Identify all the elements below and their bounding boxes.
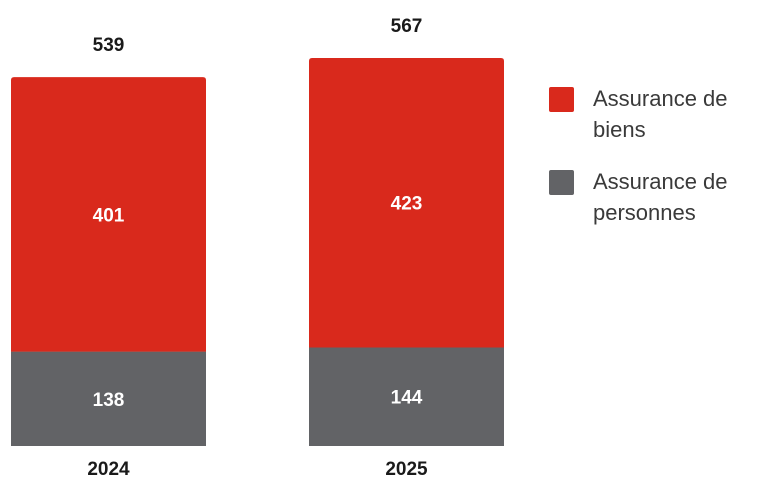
bar-2025-assurance-de-personnes-value-label: 144 bbox=[391, 388, 423, 409]
bar-2024-assurance-de-biens bbox=[11, 77, 206, 352]
legend-label: Assurance de personnes bbox=[593, 169, 728, 225]
legend: Assurance de biens Assurance de personnes bbox=[549, 86, 754, 252]
x-tick-label-2024: 2024 bbox=[87, 459, 130, 479]
bar-2024-assurance-de-biens-value-label: 401 bbox=[93, 205, 125, 226]
legend-item-assurance-de-biens: Assurance de biens bbox=[549, 86, 754, 145]
legend-swatch bbox=[549, 87, 574, 112]
bar-2024-assurance-de-personnes bbox=[11, 351, 206, 446]
legend-swatch bbox=[549, 170, 574, 195]
x-tick-label-2025: 2025 bbox=[385, 459, 428, 479]
bar-2024-total-label: 539 bbox=[93, 35, 125, 56]
legend-item-assurance-de-personnes: Assurance de personnes bbox=[549, 169, 754, 228]
bar-2025-assurance-de-personnes bbox=[309, 347, 504, 446]
bar-2025-assurance-de-biens-value-label: 423 bbox=[391, 194, 423, 215]
legend-label: Assurance de biens bbox=[593, 86, 728, 142]
bar-2025-assurance-de-biens bbox=[309, 58, 504, 348]
bar-2025-total-label: 567 bbox=[391, 16, 423, 37]
bar-2024-assurance-de-personnes-value-label: 138 bbox=[93, 390, 125, 411]
